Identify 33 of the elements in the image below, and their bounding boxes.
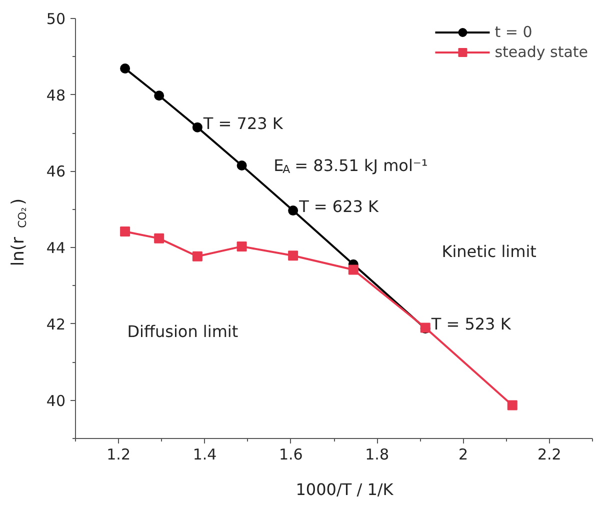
annotation: T = 523 K — [430, 314, 512, 334]
point — [120, 64, 130, 74]
x-tick-label: 1.8 — [365, 446, 390, 464]
legend-label: steady state — [494, 43, 588, 61]
y-tick-label: 40 — [46, 392, 66, 410]
point — [192, 122, 202, 132]
annotation: Diffusion limit — [127, 322, 238, 342]
x-tick-label: 2.2 — [537, 446, 562, 464]
x-tick-label: 2 — [458, 446, 468, 464]
point — [154, 233, 164, 244]
y-tick-label: 42 — [46, 315, 66, 334]
x-tick-label: 1.2 — [106, 446, 131, 464]
y-tick-label: 46 — [46, 162, 66, 181]
y-tick-label: 44 — [46, 239, 66, 258]
point — [154, 90, 164, 101]
point — [348, 264, 358, 275]
y-tick-label: 50 — [46, 10, 66, 28]
point — [288, 206, 298, 216]
point — [192, 251, 202, 262]
legend-label: t = 0 — [494, 23, 532, 41]
x-tick-label: 1.4 — [192, 446, 217, 464]
y-tick-label: 48 — [46, 86, 66, 104]
annotation: T = 623 K — [298, 197, 380, 216]
annotation: T = 723 K — [202, 114, 284, 133]
point — [236, 241, 247, 252]
point — [120, 226, 130, 237]
x-tick-label: 1.6 — [278, 446, 303, 464]
annotation: Kinetic limit — [442, 242, 536, 261]
x-axis-title: 1000/T / 1/K — [296, 480, 394, 499]
y-axis-title: ln(rCO₂) — [8, 198, 30, 266]
point — [507, 400, 518, 410]
point — [236, 160, 247, 170]
point — [288, 250, 298, 261]
